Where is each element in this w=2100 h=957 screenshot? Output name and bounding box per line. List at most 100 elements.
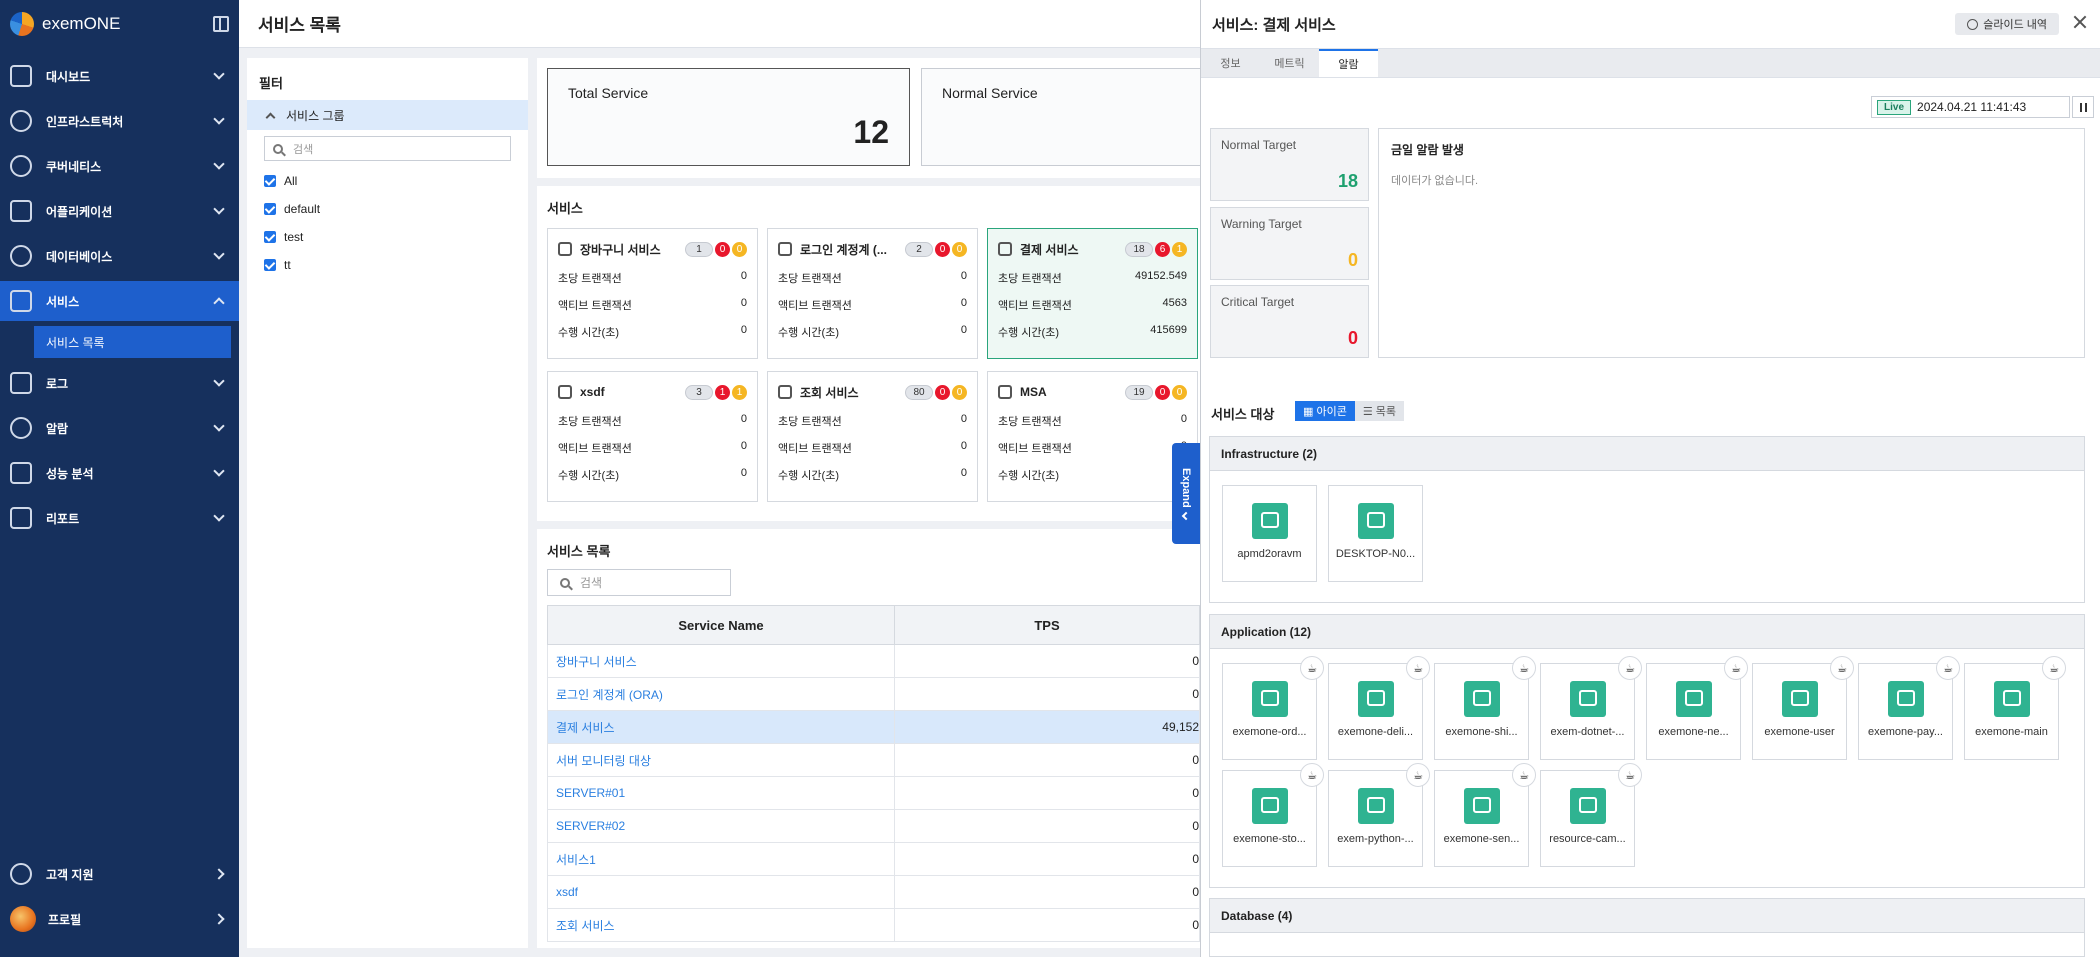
normal-service-label: Normal Service	[942, 85, 1038, 101]
chevron-right-icon	[213, 868, 225, 880]
normal-target-card: Normal Target 18	[1210, 128, 1369, 201]
filter-option-tt[interactable]: tt	[247, 251, 528, 279]
total-service-card[interactable]: Total Service 12	[547, 68, 910, 166]
service-card[interactable]: xsdf 3 1 1 초당 트랜잭션 0 액티브 트랜잭션 0 수행 시간(초) 0	[547, 371, 758, 502]
table-row[interactable]: xsdf 0	[547, 875, 1200, 909]
performance-icon	[10, 462, 32, 484]
service-metric-row: 액티브 트랜잭션 4563	[998, 297, 1187, 313]
filter-option-all[interactable]: All	[247, 167, 528, 195]
kubernetes-icon	[10, 155, 32, 177]
group-application: Application (12) exemone-ord... ☕ exemone-…	[1209, 614, 2085, 888]
sidebar-item-performance[interactable]: 성능 분석	[0, 453, 239, 493]
tab-metric[interactable]: 메트릭	[1274, 58, 1305, 70]
target-tile[interactable]: exemone-ord... ☕	[1222, 656, 1324, 760]
sidebar-item-alarm[interactable]: 알람	[0, 408, 239, 448]
language-icon: ☕	[1830, 656, 1854, 680]
table-row[interactable]: 서버 모니터링 대상 0	[547, 743, 1200, 777]
service-name-cell[interactable]: 서비스1	[547, 842, 895, 876]
service-name-cell[interactable]: xsdf	[547, 875, 895, 909]
target-tile[interactable]: exem-python-... ☕	[1328, 763, 1430, 867]
service-name-cell[interactable]: 장바구니 서비스	[547, 644, 895, 678]
target-tile[interactable]: exemone-ne... ☕	[1646, 656, 1748, 760]
sidebar-subitem-service-list[interactable]: 서비스 목록	[34, 326, 231, 358]
sidebar-item-application[interactable]: 어플리케이션	[0, 191, 239, 231]
metric-label: 수행 시간(초)	[558, 327, 619, 339]
service-list-search-input[interactable]: 검색	[547, 569, 731, 596]
target-tile[interactable]: resource-cam... ☕	[1540, 763, 1642, 867]
table-row[interactable]: 서비스1 0	[547, 842, 1200, 876]
service-name-cell[interactable]: 조회 서비스	[547, 908, 895, 942]
critical-target-label: Critical Target	[1221, 295, 1295, 309]
sidebar-item-database[interactable]: 데이터베이스	[0, 236, 239, 276]
service-card[interactable]: 로그인 계정계 (... 2 0 0 초당 트랜잭션 0 액티브 트랜잭션 0 수행 시간(초)…	[767, 228, 978, 359]
warning-target-value: 0	[1347, 250, 1358, 270]
tab-alarm[interactable]: 알람	[1319, 49, 1378, 77]
service-name-cell[interactable]: 로그인 계정계 (ORA)	[547, 677, 895, 711]
service-name-cell[interactable]: SERVER#02	[547, 809, 895, 843]
sidebar-item-support[interactable]: 고객 지원	[0, 854, 239, 894]
list-view-button[interactable]: ☰ 목록	[1354, 401, 1404, 421]
sidebar-header: exemONE	[0, 0, 239, 48]
filter-search-input[interactable]: 검색	[264, 136, 511, 161]
expand-button[interactable]: Expand	[1172, 443, 1200, 544]
sidebar-item-report[interactable]: 리포트	[0, 498, 239, 538]
service-name-cell[interactable]: SERVER#01	[547, 776, 895, 810]
service-summary: Total Service 12 Normal Service	[537, 58, 1284, 178]
target-tile[interactable]: exemone-deli... ☕	[1328, 656, 1430, 760]
filter-option-test[interactable]: test	[247, 223, 528, 251]
service-name-cell[interactable]: 결제 서비스	[547, 710, 895, 744]
target-tile[interactable]: exemone-sen... ☕	[1434, 763, 1536, 867]
target-tile[interactable]: exem-dotnet-... ☕	[1540, 656, 1642, 760]
column-header-tps[interactable]: TPS	[894, 605, 1200, 645]
metric-label: 초당 트랜잭션	[998, 416, 1062, 428]
checkbox-checked-icon[interactable]	[264, 259, 276, 271]
filter-group-header[interactable]: 서비스 그룹	[247, 100, 528, 130]
service-card[interactable]: 결제 서비스 18 6 1 초당 트랜잭션 49152.549 액티브 트랜잭션 4563 수행…	[987, 228, 1198, 359]
table-row[interactable]: 장바구니 서비스 0	[547, 644, 1200, 678]
table-row[interactable]: SERVER#01 0	[547, 776, 1200, 810]
target-tile[interactable]: apmd2oravm	[1222, 485, 1317, 582]
checkbox-checked-icon[interactable]	[264, 175, 276, 187]
sidebar-item-dashboard[interactable]: 대시보드	[0, 56, 239, 96]
target-tile[interactable]: exemone-main ☕	[1964, 656, 2066, 760]
sidebar-item-log[interactable]: 로그	[0, 363, 239, 403]
tab-info[interactable]: 정보	[1220, 58, 1241, 70]
group-title: Infrastructure (2)	[1210, 437, 2084, 471]
target-tile[interactable]: exemone-shi... ☕	[1434, 656, 1536, 760]
service-card[interactable]: 장바구니 서비스 1 0 0 초당 트랜잭션 0 액티브 트랜잭션 0 수행 시간(초) 0	[547, 228, 758, 359]
chevron-down-icon	[213, 420, 225, 432]
pause-button[interactable]	[2072, 96, 2094, 118]
application-icon	[1357, 681, 1394, 717]
live-time-selector[interactable]: Live 2024.04.21 11:41:43	[1871, 96, 2070, 118]
status-badge: 0	[1172, 384, 1187, 400]
table-row[interactable]: 조회 서비스 0	[547, 908, 1200, 942]
icon-view-button[interactable]: ▦ 아이콘	[1295, 401, 1355, 421]
normal-target-value: 18	[1337, 171, 1358, 191]
service-card[interactable]: 조회 서비스 80 0 0 초당 트랜잭션 0 액티브 트랜잭션 0 수행 시간(초) 0	[767, 371, 978, 502]
target-tile[interactable]: DESKTOP-N0...	[1328, 485, 1423, 582]
target-tile[interactable]: exemone-user ☕	[1752, 656, 1854, 760]
service-name-cell[interactable]: 서버 모니터링 대상	[547, 743, 895, 777]
close-icon[interactable]	[2072, 14, 2088, 30]
sidebar-item-service[interactable]: 서비스	[0, 281, 239, 321]
sidebar-item-profile[interactable]: 프로필	[0, 899, 239, 939]
target-tile[interactable]: exemone-pay... ☕	[1858, 656, 1960, 760]
column-header-service-name[interactable]: Service Name	[547, 605, 895, 645]
filter-option-default[interactable]: default	[247, 195, 528, 223]
sidebar-item-kubernetes[interactable]: 쿠버네티스	[0, 146, 239, 186]
chevron-up-icon	[213, 297, 225, 309]
sidebar-collapse-icon[interactable]	[213, 16, 229, 32]
table-row[interactable]: SERVER#02 0	[547, 809, 1200, 843]
checkbox-checked-icon[interactable]	[264, 203, 276, 215]
target-tile[interactable]: exemone-sto... ☕	[1222, 763, 1324, 867]
application-icon	[1675, 681, 1712, 717]
table-row[interactable]: 로그인 계정계 (ORA) 0	[547, 677, 1200, 711]
table-row[interactable]: 결제 서비스 49,152	[547, 710, 1200, 744]
sidebar-item-infrastructure[interactable]: 인프라스트럭처	[0, 101, 239, 141]
service-icon	[558, 242, 572, 256]
slide-history-button[interactable]: 슬라이드 내역	[1955, 13, 2059, 35]
checkbox-checked-icon[interactable]	[264, 231, 276, 243]
